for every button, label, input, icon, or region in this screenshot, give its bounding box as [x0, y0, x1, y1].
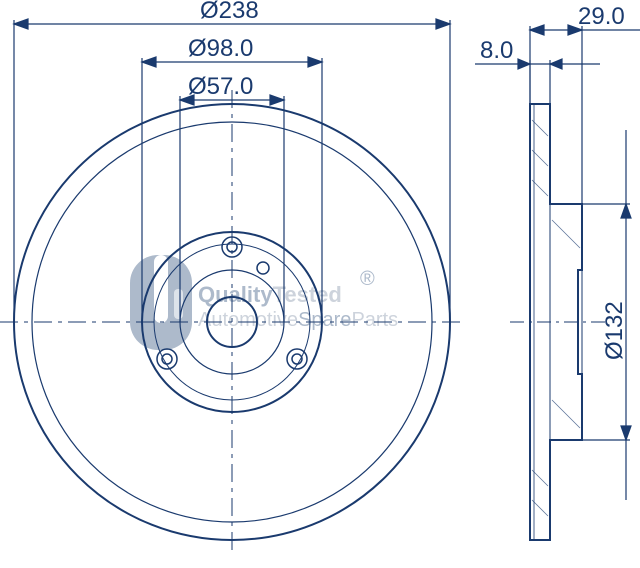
svg-text:AutomotiveSpareParts: AutomotiveSpareParts — [198, 309, 398, 331]
drawing-canvas: QualityTested ® AutomotiveSpareParts — [0, 0, 640, 568]
dim-t29: 29.0 — [578, 3, 625, 30]
dim-t8: 8.0 — [480, 37, 513, 64]
side-view — [510, 104, 610, 540]
wm-parts: Parts — [351, 309, 398, 331]
dim-d57: Ø57.0 — [188, 73, 253, 100]
dim-d98: Ø98.0 — [188, 35, 253, 62]
dim-d238: Ø238 — [200, 0, 259, 24]
watermark: QualityTested ® AutomotiveSpareParts — [130, 255, 398, 350]
wm-reg: ® — [360, 268, 375, 290]
wm-quality: Quality — [198, 282, 273, 307]
dimensions: Ø238 Ø98.0 Ø57.0 29.0 8.0 — [14, 0, 640, 500]
dim-d132: Ø132 — [601, 301, 628, 360]
wm-spare: Spare — [298, 309, 351, 331]
